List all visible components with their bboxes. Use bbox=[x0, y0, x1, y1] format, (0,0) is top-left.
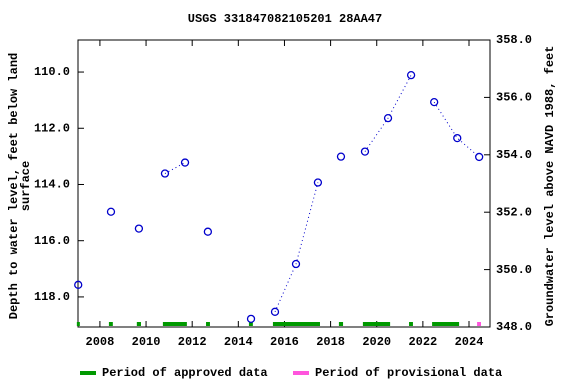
x-tick-label: 2008 bbox=[86, 335, 115, 349]
series-line bbox=[164, 74, 480, 313]
y2-tick-label: 356.0 bbox=[496, 91, 532, 105]
chart-title: USGS 331847082105201 28AA47 bbox=[188, 12, 382, 26]
legend-label: Period of approved data bbox=[102, 366, 268, 380]
period-bar bbox=[272, 322, 320, 326]
x-tick-label: 2024 bbox=[455, 335, 484, 349]
y2-tick-label: 352.0 bbox=[496, 205, 532, 219]
y2-tick-label: 358.0 bbox=[496, 33, 532, 47]
data-point bbox=[291, 259, 301, 269]
data-point bbox=[180, 158, 190, 167]
y-tick-label: 110.0 bbox=[34, 65, 70, 79]
data-point bbox=[74, 280, 83, 289]
data-point bbox=[246, 314, 256, 323]
data-point bbox=[453, 133, 462, 143]
period-bar bbox=[76, 322, 80, 326]
period-bar bbox=[206, 322, 210, 326]
period-bar bbox=[362, 322, 391, 326]
data-point bbox=[336, 152, 346, 161]
y-tick-label: 112.0 bbox=[34, 121, 70, 135]
x-tick-label: 2014 bbox=[224, 335, 253, 349]
data-point bbox=[360, 147, 370, 156]
data-point bbox=[160, 169, 170, 178]
x-tick-label: 2018 bbox=[316, 335, 345, 349]
y-tick-label: 114.0 bbox=[34, 178, 70, 192]
period-bar bbox=[162, 322, 187, 326]
y2-axis-label: Groundwater level above NAVD 1988, feet bbox=[543, 46, 557, 327]
y2-tick-label: 350.0 bbox=[496, 263, 532, 277]
period-bar bbox=[432, 322, 460, 326]
period-bar bbox=[338, 322, 344, 326]
period-bar bbox=[248, 322, 253, 326]
data-point bbox=[134, 224, 144, 233]
period-bar bbox=[409, 322, 413, 326]
data-point bbox=[475, 152, 484, 162]
x-tick-label: 2022 bbox=[408, 335, 437, 349]
data-point bbox=[406, 70, 416, 80]
y2-tick-label: 348.0 bbox=[496, 320, 532, 334]
x-tick-label: 2012 bbox=[178, 335, 207, 349]
data-point bbox=[270, 307, 280, 316]
x-tick-label: 2020 bbox=[362, 335, 391, 349]
y2-tick-label: 354.0 bbox=[496, 148, 532, 162]
data-point bbox=[106, 207, 116, 216]
legend-label: Period of provisional data bbox=[315, 366, 502, 380]
plot-frame bbox=[77, 39, 491, 328]
period-bar bbox=[136, 322, 141, 326]
data-point bbox=[313, 178, 323, 187]
data-point bbox=[383, 113, 393, 123]
x-tick-label: 2016 bbox=[270, 335, 299, 349]
y-tick-label: 116.0 bbox=[34, 234, 70, 248]
y-tick-label: 118.0 bbox=[34, 290, 70, 304]
x-tick-label: 2010 bbox=[132, 335, 161, 349]
data-point bbox=[203, 227, 213, 236]
period-bar bbox=[108, 322, 113, 326]
y-axis-label: surface bbox=[19, 161, 33, 211]
y-axis-label: Depth to water level, feet below land bbox=[7, 53, 21, 319]
data-point bbox=[430, 97, 439, 107]
period-bar bbox=[477, 322, 482, 326]
